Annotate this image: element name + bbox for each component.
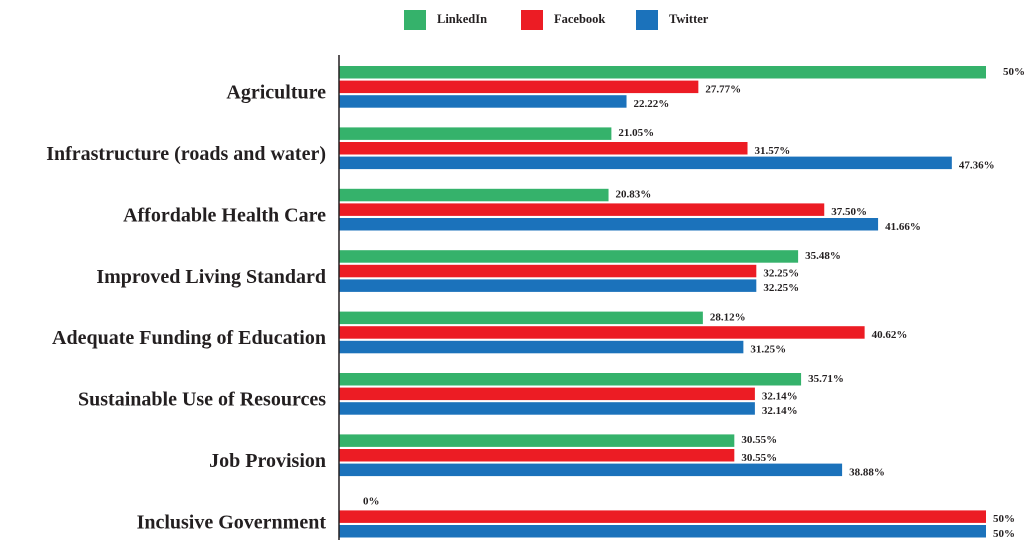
value-label: 21.05% xyxy=(618,127,654,139)
value-label: 20.83% xyxy=(616,189,652,201)
bar xyxy=(339,387,755,401)
legend-swatch xyxy=(404,10,426,30)
bar xyxy=(339,156,952,170)
category-label: Agriculture xyxy=(226,82,326,104)
value-label: 41.66% xyxy=(885,221,921,233)
bar xyxy=(339,525,986,538)
category-label: Improved Living Standard xyxy=(96,266,326,288)
category-label: Adequate Funding of Education xyxy=(52,327,326,349)
category-label: Affordable Health Care xyxy=(123,204,326,226)
value-label: 32.25% xyxy=(763,268,799,280)
legend-swatch xyxy=(636,10,658,30)
bar xyxy=(339,66,986,79)
value-label: 28.12% xyxy=(710,311,746,323)
value-label: 22.22% xyxy=(634,98,670,110)
value-label: 50% xyxy=(993,528,1015,540)
value-label: 47.36% xyxy=(959,159,995,171)
value-label: 40.62% xyxy=(872,329,908,341)
value-label: 30.55% xyxy=(741,452,777,464)
category-label: Job Provision xyxy=(209,450,326,472)
bar xyxy=(339,203,825,216)
bar xyxy=(339,218,879,231)
value-label: 31.57% xyxy=(755,145,791,157)
legend-swatch xyxy=(521,10,543,30)
legend-label: LinkedIn xyxy=(437,12,487,26)
category-label: Infrastructure (roads and water) xyxy=(46,143,326,165)
bar xyxy=(339,326,865,339)
bar xyxy=(339,80,699,94)
value-label: 32.14% xyxy=(762,390,798,402)
bar xyxy=(339,449,735,462)
bar xyxy=(339,188,609,202)
value-label: 35.48% xyxy=(805,250,841,262)
value-label: 38.88% xyxy=(849,466,885,478)
value-label: 32.14% xyxy=(762,405,798,417)
value-label: 0% xyxy=(363,496,380,508)
bar xyxy=(339,402,755,415)
value-label: 37.50% xyxy=(831,206,867,218)
bar xyxy=(339,340,744,354)
value-label: 32.25% xyxy=(763,282,799,294)
value-label: 30.55% xyxy=(741,434,777,446)
bar xyxy=(339,311,703,325)
bar xyxy=(339,142,748,155)
bar xyxy=(339,373,802,386)
value-label: 27.77% xyxy=(705,83,741,95)
bar xyxy=(339,463,843,477)
bar xyxy=(339,127,612,140)
category-label: Inclusive Government xyxy=(137,511,327,533)
legend-label: Facebook xyxy=(554,12,605,26)
value-label: 50% xyxy=(993,513,1015,525)
bar xyxy=(339,250,799,263)
value-label: 50% xyxy=(1003,66,1025,78)
value-label: 35.71% xyxy=(808,373,844,385)
bar xyxy=(339,434,735,447)
bar xyxy=(339,264,757,278)
bar xyxy=(339,510,986,523)
legend-label: Twitter xyxy=(669,12,709,26)
category-label: Sustainable Use of Resources xyxy=(78,389,326,411)
value-label: 31.25% xyxy=(750,344,786,356)
bar xyxy=(339,279,757,292)
bar xyxy=(339,95,627,108)
